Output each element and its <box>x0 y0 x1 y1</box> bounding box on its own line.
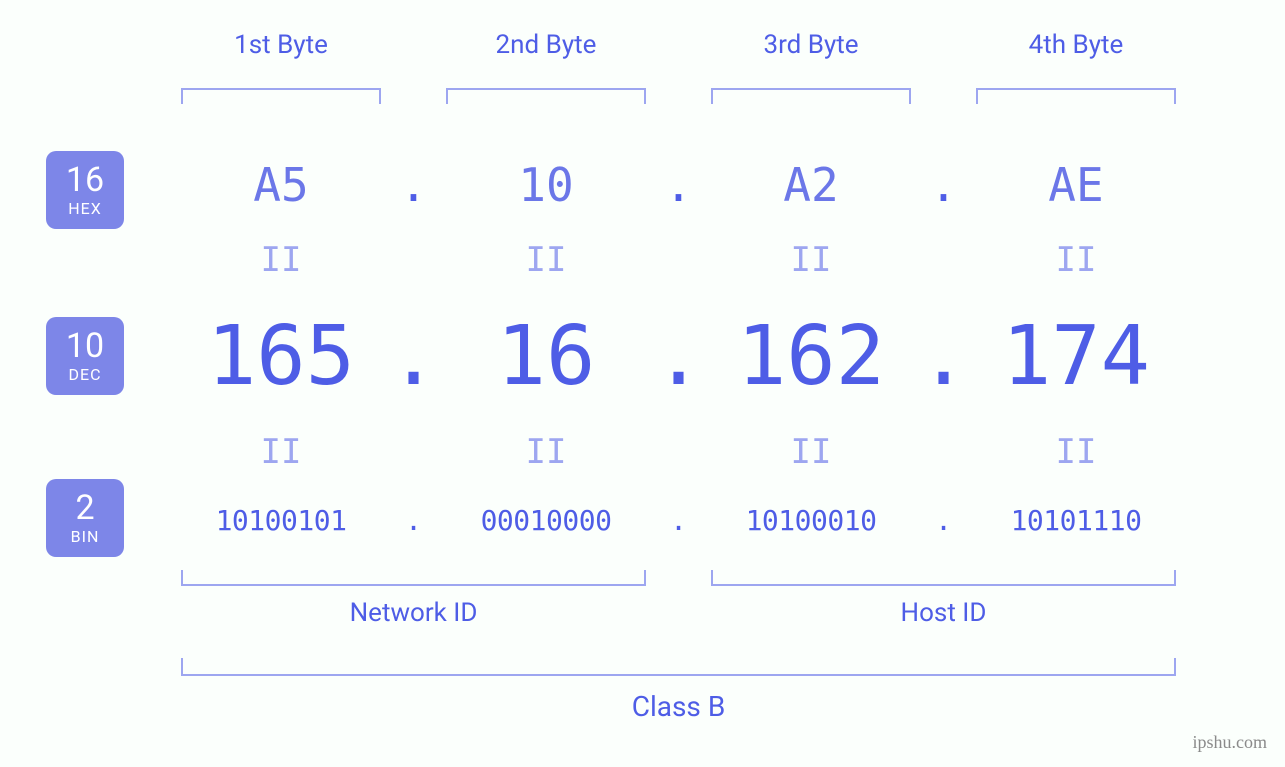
bin-row: 10100101 . 00010000 . 10100010 . 1010111… <box>181 504 1176 537</box>
network-id-bracket <box>181 570 646 586</box>
top-bracket-1 <box>181 88 381 104</box>
bin-dot-1: . <box>381 504 446 537</box>
badge-bin-label: BIN <box>71 527 100 546</box>
dec-byte-2: 16 <box>446 316 646 398</box>
byte-header-4: 4th Byte <box>976 30 1176 60</box>
eq-2-3: II <box>711 432 911 472</box>
hex-byte-2: 10 <box>446 158 646 212</box>
hex-dot-2: . <box>646 158 711 212</box>
host-id-label: Host ID <box>711 598 1176 628</box>
bin-dot-2: . <box>646 504 711 537</box>
byte-header-1: 1st Byte <box>181 30 381 60</box>
host-id-group: Host ID <box>711 570 1176 628</box>
eq-1-4: II <box>976 240 1176 280</box>
dec-byte-3: 162 <box>711 316 911 398</box>
hex-dot-1: . <box>381 158 446 212</box>
hex-byte-4: AE <box>976 158 1176 212</box>
eq-1-1: II <box>181 240 381 280</box>
badge-hex: 16 HEX <box>46 151 124 229</box>
byte-header-row: 1st Byte 2nd Byte 3rd Byte 4th Byte <box>181 30 1176 60</box>
badge-hex-label: HEX <box>68 199 102 218</box>
top-bracket-row <box>181 78 1176 104</box>
dec-row: 165 . 16 . 162 . 174 <box>181 316 1176 398</box>
eq-2-1: II <box>181 432 381 472</box>
hex-byte-1: A5 <box>181 158 381 212</box>
eq-2-4: II <box>976 432 1176 472</box>
badge-bin: 2 BIN <box>46 479 124 557</box>
host-id-bracket <box>711 570 1176 586</box>
hex-dot-3: . <box>911 158 976 212</box>
dec-dot-2: . <box>646 316 711 398</box>
badge-dec-num: 10 <box>66 329 104 363</box>
bin-byte-1: 10100101 <box>181 504 381 537</box>
network-id-group: Network ID <box>181 570 646 628</box>
badge-bin-num: 2 <box>75 491 94 525</box>
bin-byte-4: 10101110 <box>976 504 1176 537</box>
badge-dec-label: DEC <box>68 365 101 384</box>
dec-dot-3: . <box>911 316 976 398</box>
class-label: Class B <box>181 690 1176 723</box>
bin-byte-2: 00010000 <box>446 504 646 537</box>
eq-1-2: II <box>446 240 646 280</box>
equals-row-1: II II II II <box>181 240 1176 280</box>
dec-dot-1: . <box>381 316 446 398</box>
bin-byte-3: 10100010 <box>711 504 911 537</box>
eq-1-3: II <box>711 240 911 280</box>
top-bracket-4 <box>976 88 1176 104</box>
class-bracket <box>181 658 1176 676</box>
watermark: ipshu.com <box>1193 732 1268 753</box>
byte-header-2: 2nd Byte <box>446 30 646 60</box>
top-bracket-3 <box>711 88 911 104</box>
network-id-label: Network ID <box>181 598 646 628</box>
badge-dec: 10 DEC <box>46 317 124 395</box>
dec-byte-4: 174 <box>976 316 1176 398</box>
equals-row-2: II II II II <box>181 432 1176 472</box>
top-bracket-2 <box>446 88 646 104</box>
hex-byte-3: A2 <box>711 158 911 212</box>
hex-row: A5 . 10 . A2 . AE <box>181 158 1176 212</box>
class-group: Class B <box>181 658 1176 723</box>
byte-header-3: 3rd Byte <box>711 30 911 60</box>
dec-byte-1: 165 <box>181 316 381 398</box>
bin-dot-3: . <box>911 504 976 537</box>
eq-2-2: II <box>446 432 646 472</box>
badge-hex-num: 16 <box>66 163 104 197</box>
